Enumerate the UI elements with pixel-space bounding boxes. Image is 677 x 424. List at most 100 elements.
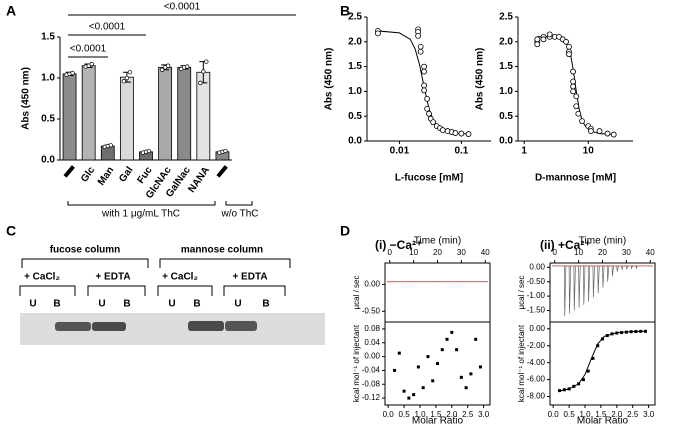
y-tick-label: 0.00 bbox=[364, 352, 380, 361]
plot-frame bbox=[384, 262, 491, 323]
x-tick-label: 30 bbox=[457, 248, 466, 257]
axis-label: Time (min) bbox=[579, 236, 626, 247]
data-point bbox=[127, 70, 133, 75]
lane-label: B bbox=[262, 299, 269, 310]
data-point bbox=[573, 93, 580, 100]
data-point bbox=[570, 88, 576, 95]
data-point bbox=[577, 382, 581, 386]
data-point bbox=[581, 378, 585, 382]
y-tick-label: -0.12 bbox=[362, 393, 381, 402]
data-point bbox=[573, 103, 580, 110]
data-point bbox=[572, 384, 576, 388]
injection-peak bbox=[606, 265, 610, 282]
data-point bbox=[610, 332, 614, 336]
data-point bbox=[375, 30, 381, 37]
lane-label: U bbox=[168, 299, 175, 310]
injection-peak bbox=[626, 265, 629, 271]
data-point bbox=[436, 362, 439, 365]
significance-label: <0.0001 bbox=[164, 2, 201, 13]
axis-label: μcal / sec bbox=[517, 276, 526, 310]
injection-peak bbox=[597, 265, 600, 294]
x-tick-label: 0.1 bbox=[454, 146, 468, 157]
bar bbox=[81, 65, 96, 161]
data-point bbox=[615, 331, 619, 335]
x-tick-label: 3.0 bbox=[478, 410, 490, 419]
injection-peak bbox=[568, 265, 572, 314]
injection-peak bbox=[578, 265, 581, 308]
data-point bbox=[412, 393, 416, 397]
group-label: with 1 μg/mL ThC bbox=[101, 209, 180, 220]
data-point bbox=[587, 128, 594, 134]
y-tick-label: 1.5 bbox=[499, 61, 513, 72]
axis-label: L-fucose [mM] bbox=[395, 173, 463, 184]
plot-frame bbox=[384, 321, 491, 406]
y-tick-label: 1.5 bbox=[348, 61, 362, 72]
x-tick-label: Man bbox=[96, 165, 116, 188]
y-tick-label: -0.04 bbox=[362, 366, 381, 375]
x-tick-label: 0.5 bbox=[399, 410, 411, 419]
data-point bbox=[421, 87, 427, 94]
x-tick-label: 1 bbox=[521, 146, 527, 157]
data-point bbox=[430, 119, 437, 126]
gel-band bbox=[92, 322, 126, 331]
group-bracket bbox=[67, 201, 216, 206]
data-point bbox=[540, 36, 547, 43]
data-point bbox=[534, 36, 541, 43]
data-point bbox=[605, 334, 609, 338]
data-point bbox=[121, 79, 127, 84]
group-bracket bbox=[225, 201, 253, 206]
data-point bbox=[629, 330, 633, 334]
y-tick-label: -1.50 bbox=[527, 306, 546, 315]
bracket bbox=[19, 285, 286, 296]
data-point bbox=[431, 379, 435, 383]
control-marker bbox=[216, 165, 228, 178]
group-label: w/o ThC bbox=[220, 209, 258, 220]
data-point bbox=[417, 48, 424, 55]
y-tick-label: 0.08 bbox=[364, 324, 380, 333]
x-tick-label: 3.0 bbox=[643, 410, 655, 419]
data-point bbox=[596, 128, 603, 134]
panel-letter: A bbox=[6, 3, 16, 19]
injection-peak bbox=[616, 265, 619, 272]
data-point bbox=[610, 131, 617, 138]
data-point bbox=[393, 368, 397, 372]
x-tick-label: 2.5 bbox=[627, 410, 639, 419]
data-point bbox=[416, 365, 420, 369]
data-point bbox=[407, 396, 411, 400]
injection-peak bbox=[563, 265, 567, 317]
data-point bbox=[89, 61, 94, 67]
x-tick-label: 20 bbox=[433, 248, 442, 257]
fit-line bbox=[377, 30, 471, 135]
panel-title: (i) −Ca²⁺ bbox=[375, 238, 422, 252]
injection-peak bbox=[573, 265, 576, 311]
data-point bbox=[424, 105, 431, 112]
y-tick-label: 0.5 bbox=[348, 111, 362, 122]
data-point bbox=[570, 78, 576, 85]
significance-label: <0.0001 bbox=[70, 44, 107, 55]
plot-frame bbox=[549, 321, 656, 406]
injection-peak bbox=[602, 265, 605, 288]
data-point bbox=[469, 372, 473, 376]
axis-label: Molar Ratio bbox=[412, 416, 464, 424]
axis-label: Abs (450 nm) bbox=[21, 67, 32, 130]
y-tick-label: -0.50 bbox=[527, 277, 546, 286]
data-point bbox=[579, 118, 585, 125]
data-point bbox=[108, 143, 113, 148]
data-point bbox=[534, 41, 541, 48]
lane-label: B bbox=[123, 299, 130, 310]
gel-condition: + CaCl₂ bbox=[24, 272, 60, 283]
data-point bbox=[421, 68, 427, 75]
data-point bbox=[452, 130, 459, 136]
bar bbox=[177, 66, 192, 161]
bar bbox=[158, 66, 173, 161]
axis-label: Abs (450 nm) bbox=[324, 48, 335, 111]
data-point bbox=[421, 82, 427, 89]
x-tick-label: 10 bbox=[409, 248, 418, 257]
y-tick-label: -2.00 bbox=[527, 341, 546, 350]
injection-peak bbox=[621, 265, 624, 270]
gel-column-label: mannose column bbox=[181, 245, 263, 256]
data-point bbox=[185, 64, 190, 69]
x-tick-label: 1.0 bbox=[414, 410, 426, 419]
lane-label: U bbox=[234, 299, 241, 310]
